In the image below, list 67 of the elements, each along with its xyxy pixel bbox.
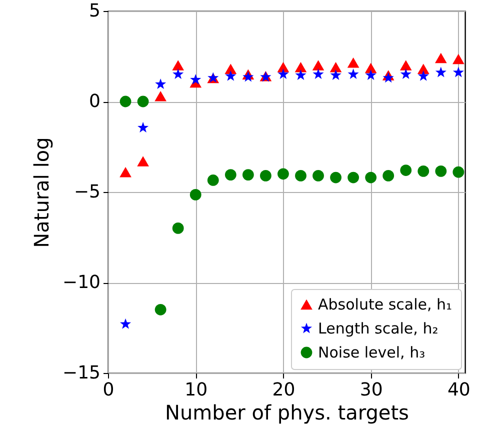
point [418,165,430,177]
x-tick-label: 0 [102,380,114,400]
point [154,90,166,102]
point [294,62,307,72]
point [295,69,306,80]
point [137,156,149,166]
point [224,64,237,74]
point [347,57,360,68]
y-axis-title: Natural log [30,137,54,248]
y-tick-label: 0 [89,91,100,112]
point [400,164,412,176]
point [207,174,219,186]
point [312,68,324,80]
point [278,168,289,180]
x-tick-label: 30 [360,380,383,400]
point [434,52,447,64]
point [137,96,149,108]
point [155,78,166,90]
point [225,70,236,81]
point [452,166,464,178]
point [120,166,132,178]
point [172,222,184,234]
legend-label: Noise level, h₃ [318,344,426,362]
point [242,71,254,82]
point [224,169,236,180]
point [190,189,202,200]
point [418,70,429,81]
point [120,318,132,329]
point [400,60,412,70]
y-tick-label: −5 [74,182,100,202]
x-tick-label: 40 [447,380,470,400]
point [330,69,342,80]
point [400,68,412,80]
point [260,170,272,182]
point [348,68,359,80]
point [452,66,464,78]
point [365,69,376,80]
y-tick-label: −10 [62,272,100,293]
point [120,96,132,108]
y-tick-label: −15 [62,362,100,384]
x-axis-title: Number of phys. targets [165,400,409,424]
point [365,172,377,184]
point [190,74,202,84]
point [452,54,464,64]
point [364,62,377,74]
point [154,304,166,316]
point [348,172,359,184]
point [312,170,324,182]
point [417,64,430,74]
point [295,170,306,182]
legend-label: Length scale, h₂ [318,320,438,338]
point [242,169,254,180]
point [382,72,394,83]
x-tick-label: 10 [184,380,208,400]
point [138,122,149,132]
point [172,68,184,80]
point [382,170,394,182]
point [435,165,447,177]
point [330,62,342,72]
point [435,66,446,78]
y-tick-label: 5 [89,0,100,22]
point [330,172,342,184]
point [312,60,324,70]
point [172,60,184,70]
point [278,68,289,80]
x-tick-label: 20 [272,380,296,400]
legend-label: Absolute scale, h₁ [318,296,452,314]
